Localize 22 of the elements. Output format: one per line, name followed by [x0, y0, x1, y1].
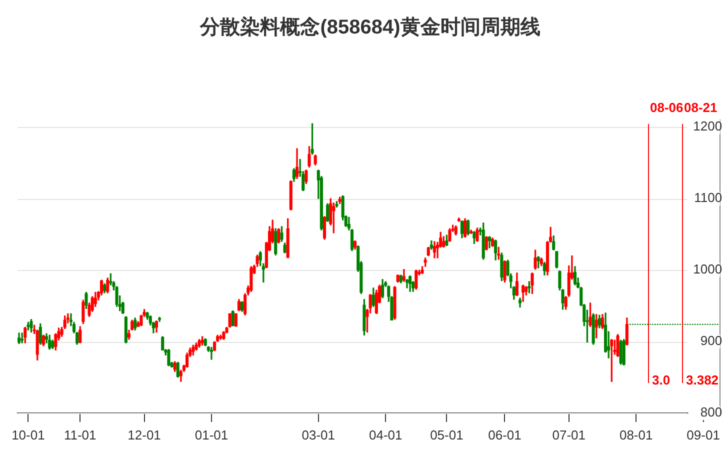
x-tick-label: 05-01 [430, 427, 464, 442]
annotation: 3.382 [686, 372, 719, 388]
x-tick-label: 04-01 [368, 427, 402, 442]
y-tick-label: 1200 [693, 118, 722, 134]
y-tick-label: 800 [700, 404, 722, 420]
x-tick-label: 06-01 [488, 427, 522, 442]
x-tick-label: 08-01 [619, 427, 653, 442]
x-tick-label: 03-01 [302, 427, 336, 442]
x-tick-label: 09-01 [686, 427, 720, 442]
x-tick-label: 07-01 [552, 427, 586, 442]
y-tick-label: 1100 [694, 190, 722, 206]
x-tick-label: 12-01 [128, 427, 161, 442]
x-tick-label: 11-01 [64, 427, 96, 442]
x-tick-label: 01-01 [194, 427, 228, 442]
x-tick-label: 10-01 [12, 427, 45, 442]
candlestick [210, 346, 214, 360]
annotation: 3.0 [652, 372, 670, 388]
text: 08-21 [684, 100, 718, 116]
text: 08-06 [650, 100, 684, 116]
y-tick-label: 900 [700, 333, 722, 348]
chart-title: 分散染料概念(858684)黄金时间周期线 [199, 16, 540, 39]
y-tick-label: 1000 [693, 262, 722, 277]
